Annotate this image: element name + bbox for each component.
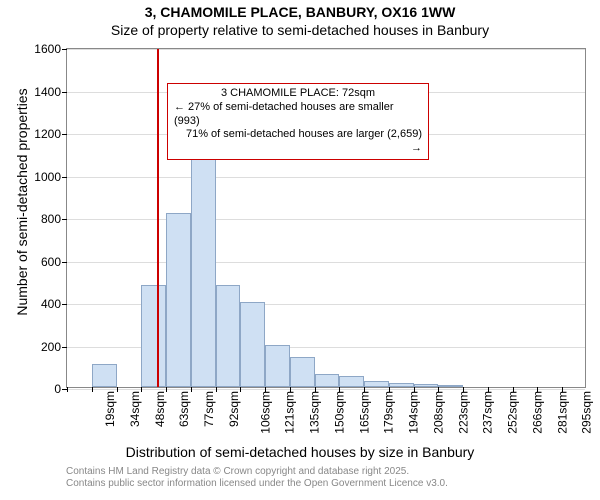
x-axis-label: Distribution of semi-detached houses by … [0,444,600,460]
x-tick-mark [438,387,439,392]
footer-line-2: Contains public sector information licen… [66,478,448,489]
bar [166,213,191,387]
gridline [67,389,585,390]
x-tick-mark [191,387,192,392]
bar [290,357,315,387]
bar [414,384,439,387]
callout-line-1: 3 CHAMOMILE PLACE: 72sqm [174,87,422,101]
x-tick-label: 281sqm [555,391,569,434]
x-tick-label: 63sqm [177,391,191,427]
x-tick-mark [537,387,538,392]
x-tick-mark [216,387,217,392]
callout-line-3: 71% of semi-detached houses are larger (… [174,128,422,156]
bar [265,345,290,388]
bar [92,364,117,387]
x-tick-label: 121sqm [283,391,297,434]
bar [240,302,265,387]
reference-line [157,49,159,387]
chart-plot-area: 0200400600800100012001400160019sqm34sqm4… [66,48,586,388]
callout-line-2: ← 27% of semi-detached houses are smalle… [174,101,422,129]
gridline [67,177,585,178]
x-tick-mark [414,387,415,392]
x-tick-label: 48sqm [153,391,167,427]
x-tick-label: 266sqm [531,391,545,434]
x-tick-label: 106sqm [258,391,272,434]
x-tick-mark [364,387,365,392]
y-tick-mark [62,347,67,348]
x-tick-label: 150sqm [333,391,347,434]
x-tick-mark [265,387,266,392]
bar [216,285,241,387]
x-tick-label: 223sqm [456,391,470,434]
y-tick-mark [62,219,67,220]
x-tick-mark [166,387,167,392]
x-tick-label: 77sqm [202,391,216,427]
gridline [67,49,585,50]
y-tick-mark [62,49,67,50]
x-tick-mark [117,387,118,392]
x-tick-mark [240,387,241,392]
x-tick-mark [513,387,514,392]
y-tick-mark [62,134,67,135]
x-tick-mark [389,387,390,392]
x-tick-mark [315,387,316,392]
x-tick-label: 295sqm [580,391,594,434]
gridline [67,262,585,263]
x-tick-mark [463,387,464,392]
chart-title-line2: Size of property relative to semi-detach… [0,22,600,38]
x-tick-mark [290,387,291,392]
bar [191,128,216,387]
x-tick-label: 19sqm [103,391,117,427]
y-tick-mark [62,262,67,263]
gridline [67,219,585,220]
y-tick-mark [62,177,67,178]
x-tick-mark [67,387,68,392]
bar [141,285,166,387]
bar [438,385,463,387]
x-tick-label: 179sqm [382,391,396,434]
x-tick-mark [562,387,563,392]
bar [315,374,340,387]
x-tick-label: 165sqm [357,391,371,434]
x-tick-label: 237sqm [481,391,495,434]
callout-box: 3 CHAMOMILE PLACE: 72sqm← 27% of semi-de… [167,83,429,160]
x-tick-label: 194sqm [407,391,421,434]
x-tick-label: 208sqm [432,391,446,434]
x-tick-label: 135sqm [308,391,322,434]
x-tick-label: 34sqm [128,391,142,427]
y-axis-label: Number of semi-detached properties [14,42,30,362]
x-tick-label: 92sqm [227,391,241,427]
x-tick-mark [339,387,340,392]
footer-line-1: Contains HM Land Registry data © Crown c… [66,466,409,477]
bar [364,381,389,387]
bar [389,383,414,387]
y-tick-mark [62,304,67,305]
x-tick-mark [488,387,489,392]
bar [339,376,364,387]
chart-title-line1: 3, CHAMOMILE PLACE, BANBURY, OX16 1WW [0,4,600,20]
x-tick-label: 252sqm [506,391,520,434]
x-tick-mark [92,387,93,392]
y-tick-mark [62,92,67,93]
x-tick-mark [141,387,142,392]
